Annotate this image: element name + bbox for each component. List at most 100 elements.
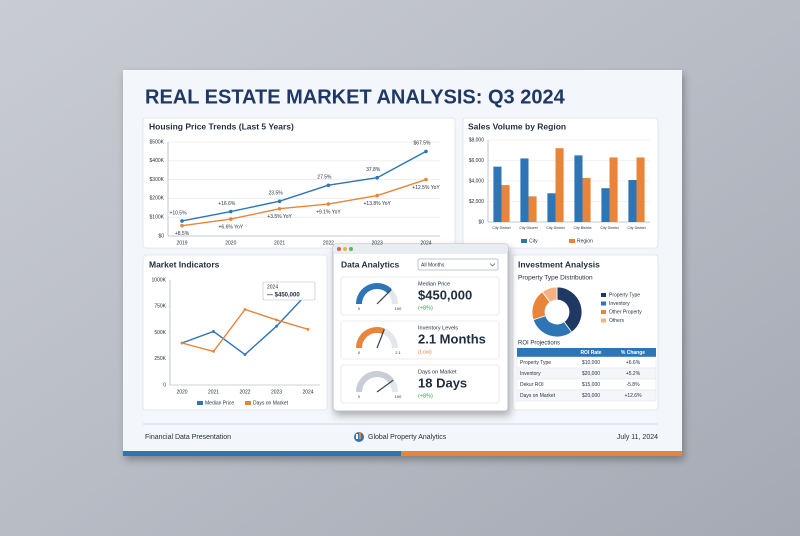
y-tick-label: 250K	[154, 356, 166, 362]
gauge-value: $450,000	[418, 287, 472, 302]
y-tick-label: $500K	[150, 139, 165, 145]
gauge-value: 18 Days	[418, 375, 467, 390]
table-cell: Inventory	[520, 371, 541, 377]
x-tick-label: 2021	[208, 389, 219, 395]
footer-center: Global Property Analytics	[368, 434, 447, 441]
legend-label: Median Price	[205, 400, 234, 406]
point	[275, 318, 278, 322]
y-tick-label: 0	[163, 382, 166, 388]
bar	[528, 196, 537, 222]
gauge-label: Days on Market	[418, 369, 457, 375]
dropdown-text: All Months	[421, 262, 445, 268]
point-annotation: +10.5%	[169, 210, 187, 216]
x-tick-label: City District	[546, 226, 564, 230]
y-tick-label: $400K	[150, 158, 165, 164]
gauge-change: (Low)	[418, 349, 432, 355]
tooltip-value: — $450,000	[267, 293, 300, 299]
y-tick-label: $0	[478, 219, 484, 225]
bar	[547, 193, 556, 222]
table-header-cell: % Change	[621, 350, 645, 356]
donut-slice	[556, 286, 583, 333]
chart-title: Investment Analysis	[518, 259, 600, 269]
table-cell: Days on Market	[520, 393, 556, 399]
table-header	[517, 348, 656, 357]
legend-swatch	[601, 301, 606, 306]
point	[375, 175, 380, 180]
x-tick-label: 2021	[274, 240, 285, 246]
point	[243, 353, 247, 356]
tooltip-title: 2024	[267, 284, 278, 290]
chart-title: Market Indicators	[149, 259, 220, 269]
x-tick-label: City District	[492, 226, 510, 230]
bar	[636, 157, 645, 222]
bar	[628, 179, 637, 222]
gauge-fill	[356, 283, 392, 305]
table-cell: $10,000	[582, 360, 600, 366]
stripe	[123, 451, 401, 456]
tooltip	[262, 281, 316, 301]
gauge-tick-label: 2.1	[395, 350, 401, 355]
gauge-change: (+8%)	[418, 305, 433, 311]
point	[277, 206, 282, 211]
window-dot[interactable]	[343, 247, 347, 251]
bar	[493, 166, 502, 222]
gauge-tick-label: 0	[358, 350, 361, 355]
dropdown[interactable]	[417, 258, 499, 271]
table-row	[516, 389, 657, 402]
y-tick-label: 1000K	[152, 277, 167, 283]
y-tick-label: $6,000	[469, 158, 485, 164]
legend-swatch	[601, 310, 606, 314]
table-cell: Property Type	[520, 360, 551, 366]
dropdown-arrow	[489, 263, 496, 267]
point	[277, 199, 282, 204]
bar	[555, 148, 564, 222]
x-tick-label: 2024	[302, 389, 313, 395]
legend-label: Others	[609, 318, 625, 324]
y-tick-label: 500K	[154, 330, 166, 336]
point	[212, 330, 215, 333]
point	[326, 202, 331, 206]
line	[181, 178, 427, 227]
point-annotation: 37.8%	[366, 167, 381, 173]
chart-title: Sales Volume by Region	[468, 121, 566, 131]
gauge-tick-label: 0	[358, 394, 361, 399]
point	[326, 183, 331, 188]
point-annotation: 27.5%	[317, 175, 332, 181]
legend-swatch	[245, 401, 251, 405]
y-tick-label: 750K	[154, 304, 166, 310]
point-annotation: +13.8% YoY	[364, 201, 392, 207]
table-cell: $20,000	[582, 371, 600, 377]
legend-label: Property Type	[609, 292, 640, 298]
point-annotation: +12.5% YoY	[412, 185, 440, 191]
point	[275, 324, 278, 328]
x-tick-label: 2023	[372, 240, 383, 246]
y-tick-label: $100K	[150, 215, 165, 221]
stripe	[401, 451, 682, 456]
point-annotation: +16.6%	[218, 201, 236, 207]
table-cell: Dekur ROI	[520, 382, 544, 388]
window-dot[interactable]	[349, 247, 353, 251]
window-dot[interactable]	[337, 247, 341, 251]
y-tick-label: $4,000	[469, 178, 485, 184]
y-tick-label: $300K	[150, 177, 165, 183]
x-tick-label: 2024	[420, 240, 431, 246]
footer-left: Financial Data Presentation	[145, 434, 231, 441]
point-annotation: 23.5%	[269, 191, 284, 197]
point-annotation: $67.5%	[414, 141, 432, 147]
x-tick-label: City District	[600, 226, 618, 230]
y-tick-label: $8,000	[469, 137, 485, 143]
gauge-label: Median Price	[418, 281, 450, 287]
legend-swatch	[197, 401, 203, 405]
x-tick-label: 2022	[239, 389, 250, 395]
gauge-tick-label: 100	[395, 394, 402, 399]
gauge-tick-label: 0	[358, 306, 361, 311]
point-annotation: +8.5%	[175, 231, 190, 237]
legend-label: City	[529, 238, 538, 244]
y-tick-label: $200K	[150, 196, 165, 202]
point	[243, 308, 247, 311]
chart-subtitle: Property Type Distribution	[518, 275, 593, 282]
table-cell: $15,000	[582, 382, 600, 388]
footer-right: July 11, 2024	[617, 434, 658, 441]
gauge-needle	[376, 329, 385, 349]
